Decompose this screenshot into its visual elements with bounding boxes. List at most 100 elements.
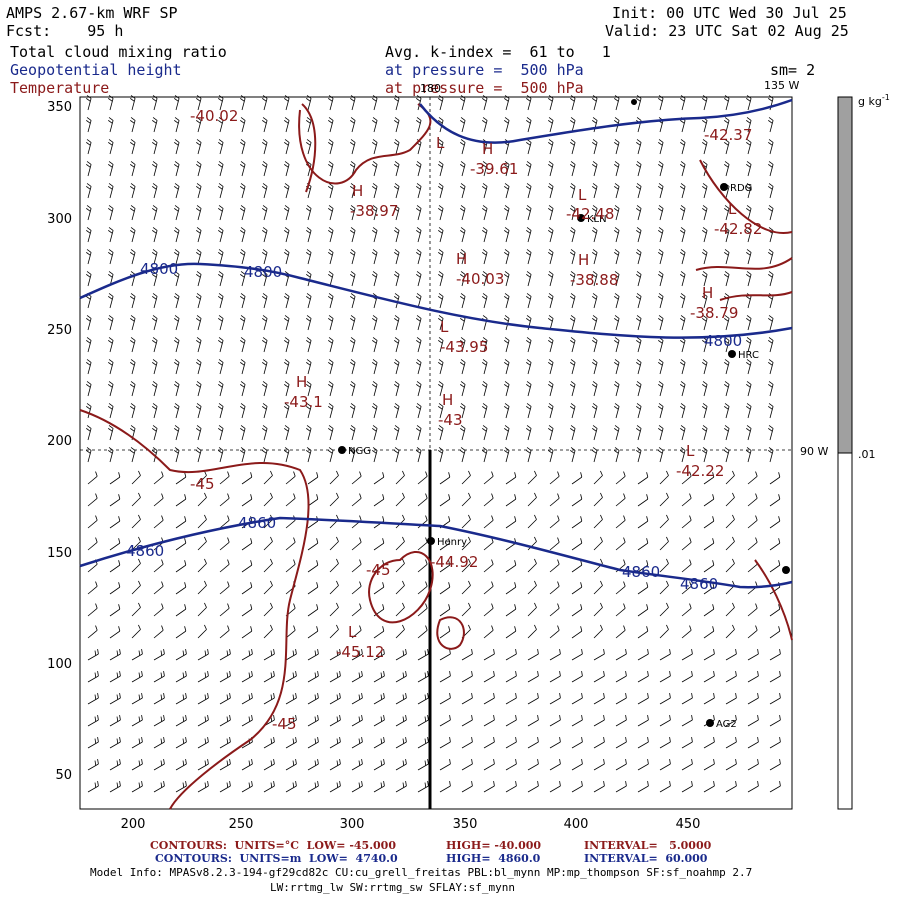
wind-barb	[680, 447, 686, 463]
wind-barb	[241, 649, 253, 661]
wind-barb	[659, 759, 671, 771]
wind-barb	[483, 493, 494, 507]
wind-barb	[681, 693, 693, 705]
wind-barb	[570, 293, 576, 309]
wind-barb	[614, 425, 620, 441]
wind-barb	[175, 781, 187, 793]
wind-barb	[372, 315, 378, 331]
wind-barb	[439, 560, 451, 573]
wind-barb	[505, 560, 517, 573]
wind-barb	[439, 693, 451, 705]
wind-barb	[394, 359, 400, 375]
wind-barb	[197, 781, 209, 793]
wind-barb	[570, 95, 576, 111]
wind-barb	[637, 626, 649, 639]
wind-barb	[746, 139, 752, 155]
wind-barb	[724, 249, 730, 265]
wind-barb	[483, 781, 495, 793]
wind-barb	[570, 403, 576, 419]
wind-barb	[592, 293, 598, 309]
wind-barb	[328, 95, 334, 111]
wind-barb	[219, 471, 230, 485]
wind-barb	[593, 759, 605, 771]
wind-barb	[570, 381, 576, 397]
wind-barb	[306, 139, 312, 155]
wind-barb	[680, 205, 686, 221]
wind-barb	[482, 337, 488, 353]
wind-barb	[681, 737, 693, 749]
wind-barb	[130, 117, 136, 133]
wind-barb	[460, 117, 466, 133]
wind-barb	[153, 603, 164, 617]
wind-barb	[747, 737, 759, 749]
wind-barb	[526, 381, 532, 397]
wind-barb	[636, 161, 642, 177]
temp-contour-interval: INTERVAL= 5.0000	[584, 839, 712, 852]
high-mark: H	[296, 373, 307, 391]
wind-barb	[175, 715, 187, 727]
wind-barb	[570, 271, 576, 287]
wind-barb	[196, 315, 202, 331]
wind-barb	[636, 403, 642, 419]
wind-barb	[614, 293, 620, 309]
wind-barb	[439, 582, 451, 595]
temp-contour-info: CONTOURS: UNITS=°C LOW= -45.000 HIGH= -40…	[150, 839, 711, 852]
wind-barb	[636, 293, 642, 309]
wind-barb	[593, 514, 603, 529]
wind-barb	[109, 649, 121, 661]
wind-barb	[152, 249, 158, 265]
wind-barb	[680, 227, 686, 243]
wind-barb	[658, 183, 664, 199]
wind-barb	[108, 315, 114, 331]
wind-barb	[637, 671, 649, 683]
wind-barb	[637, 560, 649, 573]
wind-barb	[592, 161, 598, 177]
wind-barb	[284, 227, 290, 243]
wind-barb	[659, 602, 669, 617]
wind-barb	[505, 781, 517, 793]
wind-barb	[724, 315, 730, 331]
wind-barb	[175, 649, 187, 661]
wind-barb	[175, 693, 187, 705]
wind-barb	[285, 715, 297, 727]
wind-barb	[86, 95, 92, 111]
wind-barb	[504, 117, 510, 133]
wind-barb	[504, 381, 510, 397]
wind-barb	[593, 602, 603, 617]
wind-barb	[175, 626, 187, 639]
wind-barb	[218, 447, 224, 463]
wind-barb	[285, 559, 296, 573]
wind-barb	[724, 271, 730, 287]
wind-barb	[329, 693, 341, 705]
wind-barb	[153, 625, 164, 639]
wind-barb	[285, 493, 296, 507]
wind-barb	[350, 139, 356, 155]
station-marker	[782, 566, 790, 574]
temp-label: -43	[438, 411, 463, 429]
wind-barb	[747, 781, 759, 793]
wind-barb	[86, 425, 92, 441]
wind-barb	[108, 183, 114, 199]
wind-barb	[504, 403, 510, 419]
wind-barb	[86, 161, 92, 177]
wind-barb	[680, 403, 686, 419]
wind-barb	[724, 359, 730, 375]
wind-barb	[461, 470, 471, 485]
wind-barb	[219, 649, 231, 661]
station-label: KLN	[587, 214, 607, 225]
wind-barb	[152, 403, 158, 419]
wind-barb	[373, 737, 385, 749]
wind-barb	[416, 227, 422, 243]
wind-barb	[263, 759, 275, 771]
wind-barb	[527, 624, 537, 639]
wind-barb	[681, 625, 692, 639]
wind-barb	[592, 271, 598, 287]
wind-barb	[108, 205, 114, 221]
wind-barb	[483, 649, 495, 661]
wind-barb	[416, 381, 422, 397]
wind-barb	[460, 403, 466, 419]
wind-barb	[307, 626, 319, 639]
wind-barb	[702, 425, 708, 441]
wind-barb	[725, 759, 737, 771]
wind-barb	[483, 693, 495, 705]
